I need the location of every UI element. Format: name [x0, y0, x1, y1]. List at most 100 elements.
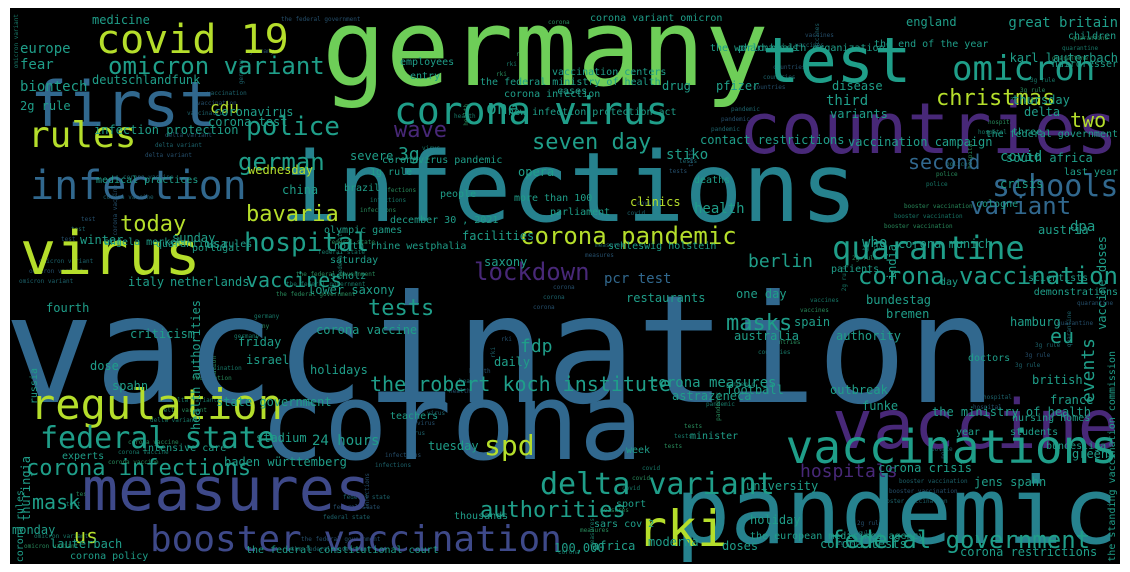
- cloud-filler-word: health: [469, 368, 491, 375]
- cloud-word: corona rules: [15, 489, 26, 562]
- cloud-word: federal government: [830, 526, 1091, 554]
- cloud-word: vaccines: [246, 268, 343, 292]
- cloud-filler-word: the federal government: [291, 546, 371, 553]
- cloud-word: austria: [1038, 223, 1089, 237]
- cloud-word: covid 19: [96, 17, 289, 63]
- cloud-word: the world health organization: [710, 43, 885, 54]
- cloud-word: corona tests: [820, 537, 907, 551]
- cloud-word: cdu: [210, 98, 239, 117]
- cloud-word: daily: [494, 355, 531, 369]
- cloud-filler-word: 3g rule: [1010, 97, 1036, 104]
- cloud-word: 3g: [398, 144, 420, 165]
- cloud-word: scholz: [330, 271, 367, 282]
- cloud-filler-word: hospital: [988, 119, 1017, 126]
- cloud-filler-word: federal state: [323, 514, 370, 521]
- cloud-filler-word: the federal government: [286, 281, 366, 288]
- cloud-word: north rhine westphalia: [334, 241, 467, 252]
- cloud-filler-word: omicron variant: [19, 278, 74, 285]
- cloud-word: countries: [738, 88, 1118, 170]
- cloud-filler-word: police: [946, 161, 968, 168]
- cloud-word: intensive care: [142, 443, 227, 454]
- cloud-word: corona crisis: [878, 461, 972, 475]
- cloud-word: eu: [1050, 324, 1075, 348]
- cloud-filler-word: tests: [669, 168, 688, 175]
- cloud-filler-word: federal state: [343, 494, 390, 501]
- cloud-word: pfizer: [716, 79, 760, 93]
- cloud-filler-word: delta variant: [145, 152, 192, 159]
- cloud-word: virus: [20, 219, 201, 289]
- cloud-word: corona vaccine: [316, 323, 418, 337]
- cloud-word: saturday: [330, 255, 379, 266]
- cloud-filler-word: booster vaccination: [889, 488, 958, 495]
- cloud-word: students: [1010, 427, 1059, 438]
- cloud-filler-word: infections: [370, 197, 407, 204]
- cloud-word: restaurants: [626, 291, 706, 305]
- cloud-word: deaths: [694, 175, 731, 186]
- cloud-word: vaccination centers: [552, 67, 667, 78]
- cloud-filler-word: corona: [553, 284, 575, 291]
- cloud-filler-word: health: [459, 378, 481, 385]
- cloud-word: quarantine: [832, 229, 1025, 267]
- cloud-filler-word: the federal government: [276, 291, 356, 298]
- cloud-filler-word: federal state: [333, 504, 380, 511]
- cloud-filler-word: vaccination: [202, 365, 242, 372]
- cloud-filler-word: quarantine: [1052, 55, 1089, 62]
- cloud-word: experts: [62, 451, 105, 462]
- cloud-word: vaccine doses: [1095, 236, 1109, 330]
- cloud-word: teachers: [390, 411, 439, 422]
- cloud-filler-word: omicron variant: [39, 258, 94, 265]
- cloud-word: delta variant: [540, 467, 775, 502]
- cloud-filler-word: germany: [244, 323, 270, 330]
- cloud-word: cases: [557, 86, 588, 97]
- cloud-word: russia: [29, 368, 40, 405]
- cloud-word: dose: [90, 359, 119, 373]
- cloud-word: wednesday: [248, 163, 314, 177]
- cloud-filler-word: covid: [642, 465, 661, 472]
- cloud-word: health: [694, 201, 745, 217]
- cloud-filler-word: 2g rule: [857, 520, 883, 527]
- cloud-word: doctors: [968, 353, 1011, 364]
- cloud-word: israel: [246, 353, 290, 367]
- cloud-word: opera: [518, 165, 555, 179]
- cloud-word: hospital: [244, 228, 370, 258]
- cloud-word: tuesday: [428, 439, 479, 453]
- cloud-filler-word: corona: [543, 294, 565, 301]
- cloud-word: angela merkel: [104, 237, 183, 248]
- cloud-word: bremen: [886, 307, 930, 321]
- cloud-word: wave: [394, 118, 447, 143]
- cloud-filler-word: corona vaccine: [108, 459, 159, 466]
- cloud-filler-word: measures: [600, 507, 629, 514]
- cloud-word: booster vaccination: [150, 519, 562, 560]
- cloud-filler-word: test: [76, 491, 91, 498]
- cloud-word: doses: [722, 539, 759, 553]
- cloud-word: crisis: [1000, 177, 1044, 191]
- cloud-word: sars cov 2: [594, 519, 655, 530]
- cloud-word: australia: [734, 329, 800, 343]
- cloud-word: corona variant omicron: [590, 13, 723, 24]
- cloud-filler-word: health: [449, 388, 471, 395]
- cloud-word: vaccination campaign: [848, 135, 993, 149]
- cloud-word: vaccine: [832, 386, 1119, 465]
- cloud-filler-word: hospital: [973, 404, 1002, 411]
- word-cloud: the federal government corona vaccine 3g r…: [10, 8, 1120, 564]
- cloud-filler-word: germany: [254, 313, 280, 320]
- cloud-word: corona policy: [70, 551, 149, 562]
- cloud-word: corona pandemic: [520, 222, 737, 250]
- cloud-word: fourth: [46, 301, 90, 315]
- cloud-word: england: [906, 15, 957, 29]
- cloud-word: corona virus: [394, 89, 669, 133]
- cloud-filler-word: the federal government: [281, 16, 361, 23]
- cloud-word: entry: [410, 71, 441, 82]
- cloud-word: year: [956, 427, 981, 438]
- cloud-word: university: [746, 479, 819, 493]
- cloud-word: mask: [32, 490, 81, 514]
- cloud-filler-word: germany: [249, 48, 275, 55]
- cloud-filler-word: infections: [380, 187, 417, 194]
- cloud-word: usa: [206, 237, 228, 251]
- cloud-filler-word: test: [81, 216, 96, 223]
- cloud-filler-word: delta variant: [155, 142, 202, 149]
- cloud-word: variant: [970, 192, 1072, 220]
- cloud-word: german: [238, 148, 325, 176]
- cloud-word: 2g rule: [20, 99, 71, 113]
- cloud-word: second: [908, 150, 981, 174]
